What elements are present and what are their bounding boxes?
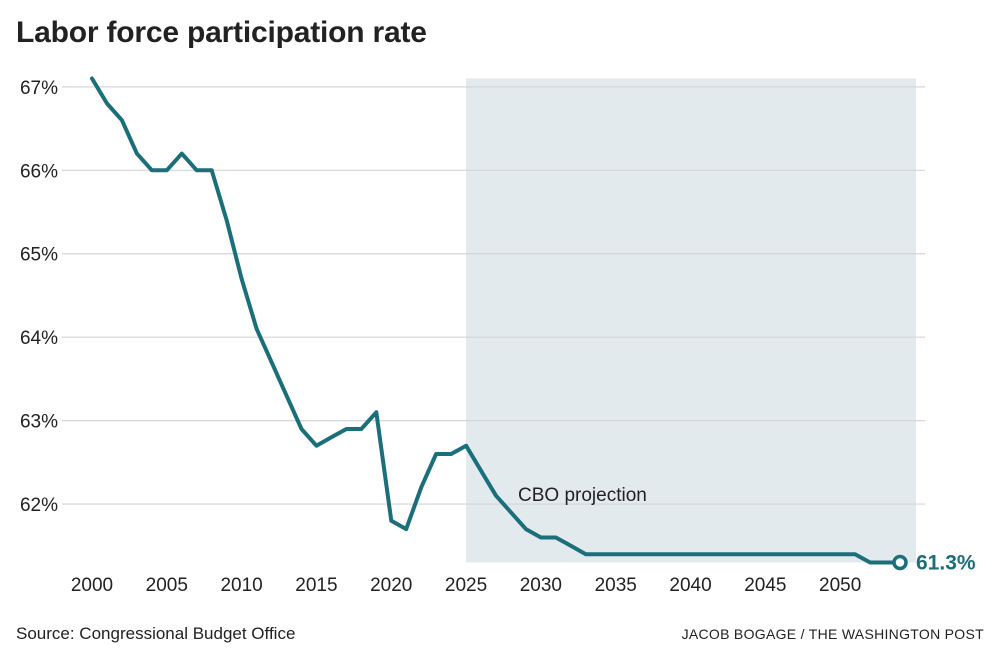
y-axis: 62% 63% 64% 65% 66% 67%	[20, 78, 58, 516]
end-point-marker	[892, 554, 908, 571]
x-tick-label-2035: 2035	[595, 575, 637, 596]
x-tick-label-2010: 2010	[220, 575, 262, 596]
y-tick-label-66: 66%	[20, 161, 58, 182]
credit-line: JACOB BOGAGE / THE WASHINGTON POST	[681, 626, 984, 642]
x-tick-label-2020: 2020	[370, 575, 412, 596]
y-tick-label-67: 67%	[20, 78, 58, 99]
projection-shaded-region	[466, 78, 916, 563]
x-tick-label-2000: 2000	[71, 575, 113, 596]
y-tick-label-65: 65%	[20, 245, 58, 266]
chart-title: Labor force participation rate	[16, 16, 427, 49]
x-tick-label-2015: 2015	[295, 575, 337, 596]
y-tick-label-62: 62%	[20, 495, 58, 516]
end-value-label: 61.3%	[916, 552, 976, 575]
y-tick-label-63: 63%	[20, 412, 58, 433]
x-tick-label-2040: 2040	[669, 575, 711, 596]
x-tick-label-2025: 2025	[445, 575, 487, 596]
series-line-0	[90, 76, 902, 565]
x-axis: 2000 2005 2010 2015 2020 2025 2030 2035 2040 2045…	[71, 575, 861, 596]
series-line	[90, 76, 908, 571]
annotations: CBO projection 61.3%	[518, 485, 976, 575]
projection-label: CBO projection	[518, 485, 647, 506]
x-tick-label-2005: 2005	[146, 575, 188, 596]
projection-shade-rect	[466, 78, 916, 563]
y-tick-label-64: 64%	[20, 328, 58, 349]
x-tick-label-2030: 2030	[520, 575, 562, 596]
x-tick-label-2050: 2050	[819, 575, 861, 596]
x-tick-label-2045: 2045	[744, 575, 786, 596]
source-note: Source: Congressional Budget Office	[16, 624, 296, 643]
